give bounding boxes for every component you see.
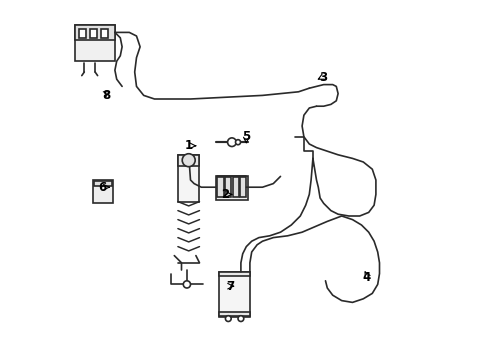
Text: 2: 2 xyxy=(220,188,228,201)
Bar xyxy=(219,272,249,276)
Bar xyxy=(75,25,115,61)
Text: 3: 3 xyxy=(319,71,327,84)
Text: 4: 4 xyxy=(362,271,370,284)
Bar xyxy=(219,272,249,317)
Bar xyxy=(101,29,107,38)
Bar xyxy=(178,155,199,166)
Circle shape xyxy=(182,154,195,167)
Bar xyxy=(240,177,246,197)
Text: 1: 1 xyxy=(184,139,192,152)
Text: 6: 6 xyxy=(98,181,106,194)
Bar xyxy=(94,181,112,186)
Text: 8: 8 xyxy=(102,89,110,102)
Bar xyxy=(93,180,113,203)
Circle shape xyxy=(227,138,236,147)
Circle shape xyxy=(225,316,231,321)
Circle shape xyxy=(235,140,240,145)
Circle shape xyxy=(238,316,244,321)
Bar xyxy=(178,155,199,202)
Bar xyxy=(75,25,115,40)
Bar xyxy=(232,177,238,197)
Bar xyxy=(79,29,86,38)
Bar xyxy=(89,29,97,38)
Bar xyxy=(215,176,247,200)
Text: 7: 7 xyxy=(225,280,234,293)
Bar xyxy=(217,177,223,197)
Bar xyxy=(219,312,249,316)
Text: 5: 5 xyxy=(242,130,250,143)
Bar xyxy=(224,177,231,197)
Circle shape xyxy=(183,281,190,288)
